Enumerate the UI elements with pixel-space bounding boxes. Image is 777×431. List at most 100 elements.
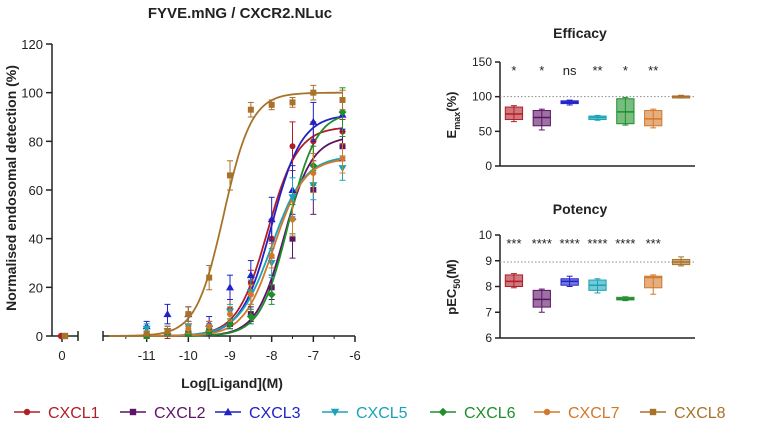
y-tick-label: 40 [29,232,43,247]
y-tick-label: 0 [485,159,492,173]
dose-response-x-axis-label: Log[Ligand](M) [181,375,283,391]
significance-label: * [623,63,628,78]
legend-label: CXCL1 [48,405,100,422]
fit-curve-cxcl8 [109,91,343,337]
data-point-cxcl8 [289,99,296,106]
efficacy-y-label-tail: (%) [444,92,459,112]
legend-item-cxcl7: CXCL7 [534,405,620,422]
data-point-cxcl8 [310,89,317,96]
legend-item-cxcl5: CXCL5 [322,405,408,422]
box-body [644,275,663,289]
y-tick-label: 20 [29,280,43,295]
potency-title: Potency [553,201,608,217]
significance-label: * [511,63,516,78]
x-tick-label: -8 [266,348,278,363]
y-tick-label: 6 [485,331,492,345]
data-point-cxcl8 [227,172,233,179]
efficacy-boxes: * * ns ** * ** [504,63,691,131]
data-point-cxcl6 [267,290,276,299]
box-cxcl5 [588,114,607,121]
fit-curve-cxcl5 [109,157,343,337]
significance-label: **** [532,236,552,251]
y-tick-label: 120 [21,37,43,52]
y-tick-label: 150 [472,55,492,69]
box-cxcl2 [532,108,551,131]
y-tick-label: 60 [29,183,43,198]
fit-curve-cxcl3 [109,115,343,337]
y-tick-label: 100 [472,90,492,104]
potency-y-label-main: pEC [444,288,459,315]
x-tick-label: -7 [308,348,320,363]
data-point-cxcl3 [246,271,255,279]
dose-response-title: FYVE.mNG / CXCR2.NLuc [148,5,332,22]
legend-label: CXCL6 [464,405,516,422]
efficacy-title: Efficacy [553,25,607,41]
significance-label: **** [615,236,635,251]
data-point-cxcl7 [339,155,346,162]
box-cxcl7 [644,108,663,129]
significance-label: ** [592,63,602,78]
dose-response-chart: FYVE.mNG / CXCR2.NLuc Normalised endosom… [3,5,361,391]
box-cxcl8 [671,94,691,99]
potency-y-label-tail: (M) [444,259,459,279]
significance-label: **** [560,236,580,251]
legend-marker [649,408,657,416]
significance-label: *** [646,236,661,251]
x-tick-label: -11 [138,348,156,363]
legend-marker [23,408,31,416]
box-cxcl1 [504,105,524,123]
data-point-cxcl3 [267,215,276,223]
legend-marker [330,408,340,417]
potency-y-axis-label: pEC50(M) [444,259,462,315]
data-point-cxcl7 [206,323,213,330]
legend-item-cxcl1: CXCL1 [14,405,100,422]
legend-label: CXCL3 [249,405,301,422]
y-tick-label: 0 [36,329,43,344]
legend-item-cxcl8: CXCL8 [640,405,726,422]
fit-curve-cxcl6 [109,115,343,337]
data-point-cxcl8 [268,101,275,108]
data-point-cxcl7 [289,216,296,223]
data-point-cxcl8 [206,274,213,281]
dose-response-y-axis-label: Normalised endosomal detection (%) [3,65,19,311]
efficacy-axes: 0 50 100 150 [472,55,695,173]
box-cxcl5 [588,278,607,294]
data-point-cxcl7 [247,291,254,298]
potency-axes: 6 7 8 9 10 [479,228,695,345]
box-cxcl6 [616,296,635,302]
y-tick-label: 100 [21,86,43,101]
efficacy-y-label-sub: max [452,112,462,130]
significance-label: *** [506,236,521,251]
y-tick-label: 9 [485,254,492,268]
potency-y-label-sub: 50 [452,279,462,289]
legend-marker [438,407,448,417]
significance-label: ** [648,63,658,78]
legend-item-cxcl6: CXCL6 [430,405,516,422]
legend-marker [223,407,233,416]
box-cxcl8 [671,256,691,267]
legend: CXCL1 CXCL2 CXCL3 CXCL5 CXCL6 CXCL7 CXCL8 [14,405,726,422]
legend-marker [129,408,137,416]
fit-curve-cxcl2 [109,138,343,337]
data-point-cxcl7 [185,325,192,332]
data-point-cxcl5 [288,194,297,202]
legend-label: CXCL5 [356,405,408,422]
legend-label: CXCL8 [674,405,726,422]
x-tick-label: -10 [179,348,198,363]
legend-label: CXCL2 [154,405,206,422]
x-tick-label: -6 [349,348,361,363]
data-point-cxcl7 [310,169,317,176]
box-cxcl1 [504,273,524,289]
data-point-cxcl8 [164,328,171,335]
legend-item-cxcl2: CXCL2 [120,405,206,422]
efficacy-y-axis-label: Emax(%) [444,92,462,139]
y-tick-label: 7 [485,305,492,319]
significance-label: **** [587,236,607,251]
dose-response-points [57,84,347,340]
data-point-cxcl8 [247,106,254,113]
dose-response-curves [109,91,343,337]
data-point-cxcl6 [246,312,255,321]
